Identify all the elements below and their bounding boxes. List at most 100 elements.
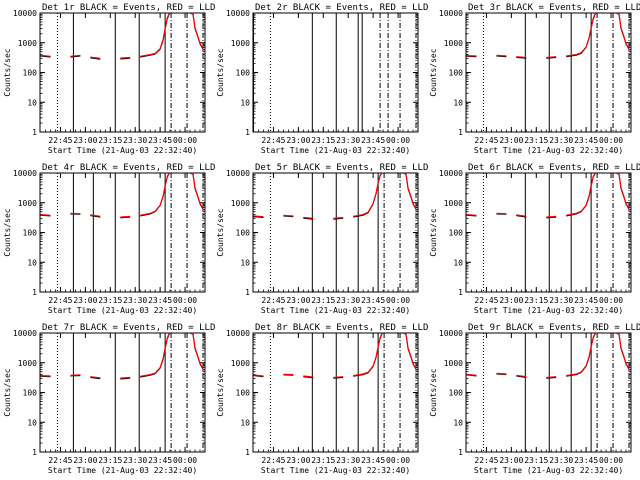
y-tick-label: 1000 [231, 39, 250, 48]
x-tick-label: 22:45 [474, 456, 498, 465]
y-tick-label: 1 [458, 288, 463, 297]
x-axis-label: Start Time (21-Aug-03 22:32:40) [474, 306, 623, 315]
x-tick-label: 23:45 [361, 456, 385, 465]
x-tick-label: 23:45 [574, 456, 598, 465]
series-line-lld [546, 215, 557, 218]
y-tick-label: 1000 [444, 359, 463, 368]
series-line-events [466, 214, 477, 217]
series-line-events [546, 377, 557, 379]
y-tick-label: 10000 [13, 329, 37, 338]
panel-title: Det 2r BLACK = Events, RED = LLD [255, 3, 428, 13]
series-line-lld [303, 216, 314, 219]
y-tick-label: 100 [449, 229, 464, 238]
series-line-events [253, 216, 264, 218]
x-tick-label: 00:00 [173, 296, 197, 305]
series-line-events [253, 375, 264, 378]
detector-panel-1: Det 1r BLACK = Events, RED = LLD 1 10 100 10… [3, 3, 215, 155]
y-tick-label: 100 [236, 389, 251, 398]
x-tick-label: 23:30 [123, 136, 147, 145]
x-tick-label: 00:00 [386, 136, 410, 145]
y-tick-label: 100 [23, 229, 38, 238]
x-tick-label: 23:30 [336, 136, 360, 145]
detector-panel-8: Det 8r BLACK = Events, RED = LLD 1 10 100 10… [216, 323, 428, 475]
series-line-events [466, 374, 477, 377]
x-axis-label: Start Time (21-Aug-03 22:32:40) [48, 466, 197, 475]
y-tick-label: 10000 [226, 329, 250, 338]
x-tick-label: 00:00 [599, 136, 623, 145]
x-tick-label: 23:45 [148, 136, 172, 145]
detector-panel-9: Det 9r BLACK = Events, RED = LLD 1 10 100 10… [429, 323, 640, 475]
x-axis-label: Start Time (21-Aug-03 22:32:40) [261, 306, 410, 315]
series-line-lld [120, 56, 131, 59]
x-tick-label: 23:00 [73, 456, 97, 465]
series-line-lld [516, 374, 527, 378]
x-axis-label: Start Time (21-Aug-03 22:32:40) [261, 146, 410, 155]
series-line-events [333, 217, 344, 220]
series-line-lld [140, 333, 171, 377]
series-line-lld [40, 54, 51, 57]
series-line-lld [566, 173, 597, 216]
x-tick-label: 23:15 [311, 136, 335, 145]
series-line-events [283, 215, 294, 218]
y-axis-label: Counts/sec [429, 208, 438, 256]
y-tick-label: 100 [449, 389, 464, 398]
axes-frame [465, 12, 632, 133]
x-tick-label: 23:30 [123, 296, 147, 305]
x-tick-label: 23:00 [286, 456, 310, 465]
series-line-lld [189, 173, 204, 210]
y-tick-label: 1 [458, 448, 463, 457]
x-tick-label: 23:15 [98, 136, 122, 145]
x-tick-label: 22:45 [261, 456, 285, 465]
y-tick-label: 100 [236, 69, 251, 78]
x-tick-label: 23:00 [286, 136, 310, 145]
y-tick-label: 100 [449, 69, 464, 78]
x-tick-label: 00:00 [386, 456, 410, 465]
x-tick-label: 23:00 [499, 136, 523, 145]
series-line-events [90, 57, 101, 60]
y-axis-label: Counts/sec [429, 48, 438, 96]
x-tick-label: 23:15 [524, 136, 548, 145]
x-tick-label: 22:45 [474, 296, 498, 305]
detector-panel-2: Det 2r BLACK = Events, RED = LLD 1 10 100 10… [216, 3, 428, 155]
x-tick-label: 00:00 [386, 296, 410, 305]
x-tick-label: 23:15 [311, 456, 335, 465]
y-tick-label: 1000 [444, 39, 463, 48]
series-line-events [516, 57, 527, 59]
detector-panel-6: Det 6r BLACK = Events, RED = LLD 1 10 100 10… [429, 163, 640, 315]
x-tick-label: 23:00 [499, 456, 523, 465]
series-line-lld [615, 13, 630, 50]
series-line-lld [283, 214, 294, 217]
series-line-lld [120, 215, 131, 218]
x-tick-label: 23:45 [148, 296, 172, 305]
x-axis-label: Start Time (21-Aug-03 22:32:40) [474, 466, 623, 475]
x-axis-label: Start Time (21-Aug-03 22:32:40) [474, 146, 623, 155]
series-line-lld [189, 13, 204, 50]
x-tick-label: 23:15 [98, 296, 122, 305]
series-line-events [496, 55, 507, 58]
x-tick-label: 22:45 [48, 136, 72, 145]
panel-title: Det 5r BLACK = Events, RED = LLD [255, 163, 428, 173]
y-tick-label: 1000 [18, 39, 37, 48]
x-tick-label: 23:45 [361, 136, 385, 145]
y-tick-label: 10000 [439, 329, 463, 338]
x-tick-label: 23:15 [524, 296, 548, 305]
y-tick-label: 1000 [18, 199, 37, 208]
series-line-events [40, 214, 51, 217]
x-tick-label: 23:30 [336, 296, 360, 305]
panel-title: Det 9r BLACK = Events, RED = LLD [468, 323, 640, 333]
series-line-events [516, 375, 527, 378]
series-line-events [90, 215, 101, 218]
axes-frame [39, 332, 206, 453]
x-tick-label: 00:00 [173, 456, 197, 465]
y-tick-label: 10000 [226, 9, 250, 18]
series-line-lld [140, 13, 171, 57]
x-tick-label: 23:45 [574, 136, 598, 145]
series-line-lld [333, 376, 344, 379]
y-tick-label: 1 [245, 448, 250, 457]
x-tick-label: 00:00 [599, 296, 623, 305]
x-tick-label: 23:30 [549, 456, 573, 465]
panel-title: Det 6r BLACK = Events, RED = LLD [468, 163, 640, 173]
y-tick-label: 10 [240, 98, 250, 107]
series-line-lld [40, 214, 51, 216]
